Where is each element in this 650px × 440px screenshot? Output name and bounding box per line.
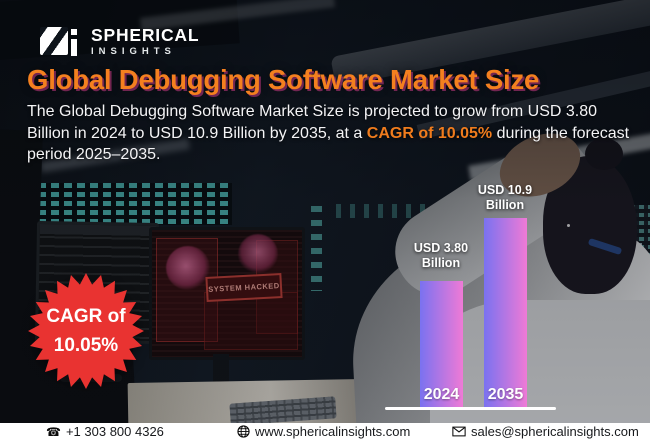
bar-year-2035: 2035 [487,386,524,403]
chart-baseline [385,407,556,410]
bar-2024: 2024 [420,281,463,407]
brand-wordmark: SPHERICAL INSIGHTS [91,26,199,59]
bg-teal-code-dots [336,204,428,218]
bg-person-collar [587,237,623,256]
bg-right-screen-highlight [598,243,642,251]
bg-person-torso-fill [430,300,650,440]
bg-pink-globe [238,234,278,274]
bar-year-2024: 2024 [423,386,460,403]
logo-i-dot [71,29,77,35]
bg-center-monitor-stand [213,354,229,390]
market-description: The Global Debugging Software Market Siz… [27,101,633,166]
footer-phone-number: +1 303 800 4326 [65,424,164,439]
logo-i-bar [71,39,77,56]
footer-website[interactable]: www.sphericalinsights.com [237,423,410,440]
brand-subname: INSIGHTS [91,46,176,57]
starburst-shape [28,273,144,389]
description-pre: The Global Debugging Software Market Siz… [27,103,598,142]
spherical-insights-logo-icon [40,26,82,59]
bg-person-hair [543,156,637,294]
bar-value-label-2024: USD 3.80 Billion [413,241,469,270]
cagr-badge-text: CAGR of 10.05% [25,270,147,392]
brand-logo: SPHERICAL INSIGHTS [40,26,199,59]
system-hacked-text: SYSTEM HACKED [208,281,280,294]
bg-center-monitor-base [184,388,258,398]
bg-pen-cup [394,344,421,390]
bg-person-earring [567,224,570,227]
bg-teal-code-column [311,206,322,291]
footer-email[interactable]: sales@sphericalinsights.com [452,423,639,440]
brand-name: SPHERICAL [91,25,200,45]
bg-desk [127,378,367,430]
footer-contact-bar: ☎ +1 303 800 4326 www.sphericalinsights.… [0,423,650,440]
system-hacked-banner: SYSTEM HACKED [205,273,283,302]
cagr-badge-line1: CAGR of [46,306,126,327]
bg-red-window [204,292,298,350]
logo-swoosh-square [40,27,68,55]
phone-icon: ☎ [46,424,61,439]
bg-red-pen [401,337,407,351]
bg-right-code-screen [592,205,650,330]
footer-website-url: www.sphericalinsights.com [255,424,411,439]
page-title: Global Debugging Software Market Size [27,64,540,95]
bg-red-window [156,238,218,342]
bar-value-label-2035: USD 10.9 Billion [477,183,533,212]
description-cagr-highlight: CAGR of 10.05% [366,124,493,142]
bg-center-monitor: SYSTEM HACKED [149,227,305,360]
bg-red-window [256,240,298,334]
cagr-badge: CAGR of 10.05% [25,270,147,392]
cagr-badge-line2: 10.05% [53,335,119,356]
envelope-icon [452,426,466,437]
bg-teal-code-screen [12,183,232,225]
footer-email-address: sales@sphericalinsights.com [471,424,639,439]
bg-pink-globe [166,246,210,290]
footer-phone[interactable]: ☎ +1 303 800 4326 [46,423,164,440]
globe-icon [237,425,250,438]
bg-keyboard [229,396,337,426]
bar-2035: 2035 [484,218,527,407]
description-post: during the forecast period 2025–2035. [27,124,630,164]
